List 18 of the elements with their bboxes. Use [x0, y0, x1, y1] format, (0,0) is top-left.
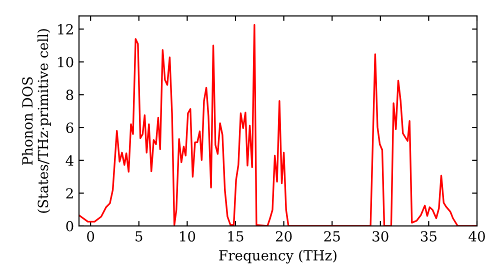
- x-axis-title: Frequency (THz): [219, 250, 336, 264]
- x-tick-label: 30: [372, 231, 388, 242]
- y-tick-label: 0: [66, 220, 74, 232]
- y-axis-title: Phonon DOS (States/THz·primitive cell): [22, 29, 51, 213]
- x-tick-label: 20: [276, 231, 292, 242]
- x-tick-label: 0: [87, 231, 94, 242]
- x-tick-label: 10: [180, 231, 196, 242]
- y-tick-label: 12: [58, 24, 73, 34]
- y-tick-label: 8: [66, 90, 74, 100]
- x-tick-label: 40: [468, 231, 485, 242]
- y-tick-label: 10: [58, 56, 74, 68]
- x-tick-label: 15: [228, 231, 244, 242]
- x-tick-label: 35: [420, 231, 436, 242]
- x-tick-label: 5: [136, 231, 142, 242]
- y-tick-label: 6: [66, 122, 74, 133]
- y-tick-label: 4: [66, 155, 74, 166]
- x-tick-label: 25: [324, 231, 340, 242]
- y-tick-label: 2: [66, 188, 73, 198]
